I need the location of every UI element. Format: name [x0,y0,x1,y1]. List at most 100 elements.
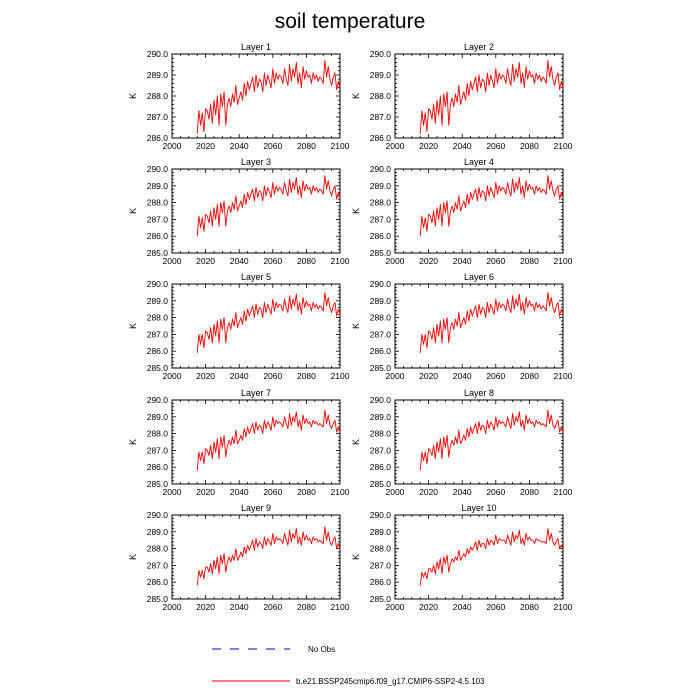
y-axis-label: K [351,208,361,214]
x-tick-label: 2060 [263,602,282,612]
y-tick-label: 286.0 [370,462,392,472]
y-tick-label: 288.0 [370,91,392,101]
x-tick-label: 2060 [263,141,282,151]
y-tick-label: 286.0 [147,462,169,472]
x-tick-label: 2040 [230,256,249,266]
plot-frame [394,399,564,485]
x-tick-label: 2060 [486,487,505,497]
panel-9: Layer 9 285.0 286.0 287.0 288.0 289.0 290.0 200… [128,503,350,612]
panel-4: Layer 4 285.0 286.0 287.0 288.0 289.0 290.0 200… [351,157,573,266]
y-tick-label: 287.0 [370,112,392,122]
series-line [419,409,564,471]
y-tick-label: 286.0 [370,346,392,356]
x-tick-label: 2060 [263,256,282,266]
x-tick-label: 2100 [331,256,350,266]
x-tick-label: 2000 [163,487,182,497]
y-tick-label: 288.0 [147,91,169,101]
x-tick-label: 2040 [453,487,472,497]
series-line [196,526,341,586]
x-tick-label: 2080 [520,487,539,497]
x-tick-label: 2000 [386,602,405,612]
y-tick-label: 289.0 [370,527,392,537]
y-tick-label: 285.0 [147,363,169,373]
y-tick-label: 289.0 [147,527,169,537]
panel-title: Layer 1 [241,42,271,52]
y-tick-label: 289.0 [370,412,392,422]
x-tick-label: 2100 [554,256,573,266]
series-line [419,59,564,134]
y-tick-label: 287.0 [147,112,169,122]
panel-10: Layer 10 285.0 286.0 287.0 288.0 289.0 290.0 20… [351,503,573,612]
x-tick-label: 2020 [419,371,438,381]
panel-title: Layer 6 [464,272,494,282]
plot-frame [171,168,341,254]
x-tick-label: 2040 [230,141,249,151]
y-tick-label: 289.0 [147,181,169,191]
x-tick-label: 2020 [196,256,215,266]
y-tick-label: 289.0 [370,70,392,80]
plot-frame [171,283,341,369]
y-tick-label: 285.0 [370,594,392,604]
x-tick-label: 2020 [419,602,438,612]
panel-title: Layer 2 [464,42,494,52]
x-tick-label: 2040 [230,371,249,381]
y-tick-label: 286.0 [147,231,169,241]
figure-title: soil temperature [275,10,426,33]
x-tick-label: 2040 [453,256,472,266]
y-tick-label: 286.0 [147,577,169,587]
y-tick-label: 288.0 [370,429,392,439]
y-tick-label: 287.0 [147,329,169,339]
x-tick-label: 2000 [163,371,182,381]
x-tick-label: 2100 [331,371,350,381]
x-tick-label: 2040 [453,602,472,612]
x-tick-label: 2040 [453,141,472,151]
plot-frame [394,168,564,254]
y-axis-label: K [351,93,361,99]
y-tick-label: 286.0 [147,346,169,356]
x-tick-label: 2000 [163,602,182,612]
y-tick-label: 290.0 [147,279,169,289]
y-tick-label: 288.0 [370,198,392,208]
panel-1: Layer 1 286.0 287.0 288.0 289.0 290.0 2000 2020… [128,42,350,151]
series-line [196,409,341,471]
panel-7: Layer 7 285.0 286.0 287.0 288.0 289.0 290.0 200… [128,388,350,497]
x-tick-label: 2060 [486,141,505,151]
x-tick-label: 2060 [263,371,282,381]
series-line [196,291,341,353]
series-line [196,59,341,134]
y-tick-label: 288.0 [147,544,169,554]
y-axis-label: K [351,323,361,329]
x-tick-label: 2080 [297,487,316,497]
y-tick-label: 288.0 [147,198,169,208]
y-tick-label: 290.0 [147,164,169,174]
panel-2: Layer 2 286.0 287.0 288.0 289.0 290.0 2000 2020… [351,42,573,151]
panel-8: Layer 8 285.0 286.0 287.0 288.0 289.0 290.0 200… [351,388,573,497]
panel-title: Layer 3 [241,157,271,167]
x-tick-label: 2000 [163,256,182,266]
legend: No Obs b.e21.BSSP245cmip6.f09_g17.CMIP6-… [212,645,485,686]
y-axis-label: K [128,554,138,560]
x-tick-label: 2080 [297,371,316,381]
x-tick-label: 2080 [520,256,539,266]
x-tick-label: 2100 [331,602,350,612]
x-tick-label: 2080 [297,141,316,151]
y-tick-label: 290.0 [147,510,169,520]
y-tick-label: 288.0 [147,313,169,323]
plot-frame [171,399,341,485]
x-tick-label: 2080 [520,141,539,151]
y-axis-label: K [128,208,138,214]
y-tick-label: 289.0 [147,412,169,422]
y-tick-label: 288.0 [370,544,392,554]
y-tick-label: 287.0 [147,445,169,455]
y-axis-label: K [351,554,361,560]
legend-model-label: b.e21.BSSP245cmip6.f09_g17.CMIP6-SSP2-4.… [296,677,485,686]
plot-frame [171,53,341,139]
y-tick-label: 285.0 [147,248,169,258]
y-tick-label: 290.0 [147,395,169,405]
x-tick-label: 2060 [486,371,505,381]
x-tick-label: 2040 [230,487,249,497]
y-axis-label: K [128,93,138,99]
x-tick-label: 2100 [554,371,573,381]
panel-6: Layer 6 285.0 286.0 287.0 288.0 289.0 290.0 200… [351,272,573,381]
legend-no-obs-label: No Obs [308,645,335,654]
